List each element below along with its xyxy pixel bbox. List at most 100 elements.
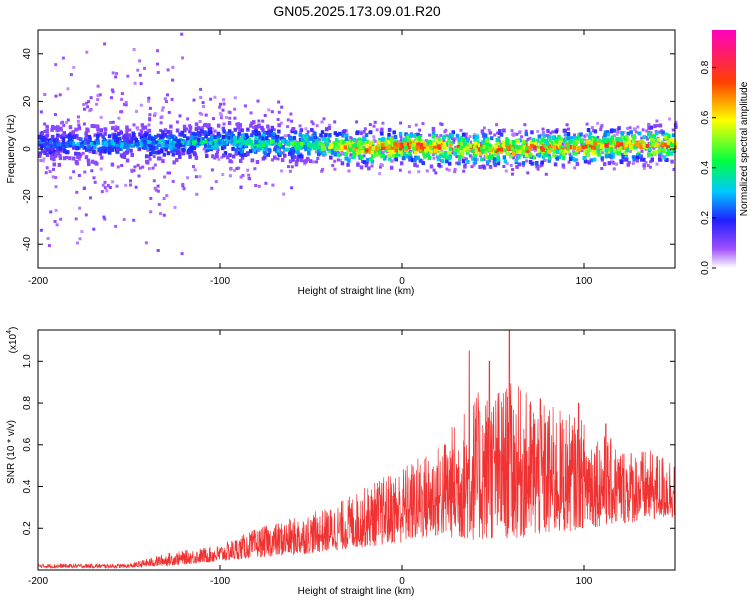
heatmap-cell xyxy=(169,130,173,134)
heatmap-cell xyxy=(466,159,470,164)
heatmap-cell xyxy=(583,148,587,153)
heatmap-cell xyxy=(674,124,678,129)
heatmap-cell xyxy=(453,168,457,171)
snr-multiplier-close: ) xyxy=(8,327,19,330)
heatmap-cell xyxy=(231,154,236,159)
heatmap-cell xyxy=(61,143,65,148)
heatmap-cell xyxy=(381,140,386,145)
heatmap-cell xyxy=(661,130,665,135)
heatmap-cell xyxy=(208,130,213,135)
heatmap-cell xyxy=(278,142,282,147)
heatmap-cell xyxy=(557,134,561,139)
heatmap-cell xyxy=(605,144,609,148)
heatmap-cell xyxy=(465,138,470,143)
heatmap-cell xyxy=(301,134,305,139)
heatmap-cell xyxy=(49,147,54,152)
heatmap-cell xyxy=(612,152,616,156)
heatmap-cell xyxy=(263,114,267,117)
heatmap-cell xyxy=(570,146,574,150)
heatmap-cell xyxy=(541,147,546,152)
heatmap-cell xyxy=(597,147,601,151)
heatmap-cell xyxy=(85,127,89,132)
heatmap-cell xyxy=(63,148,67,153)
heatmap-cell xyxy=(238,128,242,132)
heatmap-cell xyxy=(283,134,287,138)
y-tick-label: 40 xyxy=(22,48,33,60)
heatmap-cell xyxy=(559,145,563,150)
heatmap-cell xyxy=(362,130,366,133)
heatmap-cell xyxy=(562,152,566,157)
heatmap-cell xyxy=(633,145,638,150)
heatmap-cell xyxy=(499,150,503,155)
heatmap-cell xyxy=(475,134,479,139)
heatmap-cell xyxy=(627,139,631,144)
heatmap-cell xyxy=(160,108,164,112)
heatmap-cell xyxy=(85,101,88,105)
heatmap-cell xyxy=(166,151,171,156)
heatmap-cell xyxy=(196,130,201,135)
heatmap-cell xyxy=(75,134,79,139)
heatmap-cell xyxy=(151,140,156,145)
heatmap-cell xyxy=(429,143,433,148)
heatmap-cell xyxy=(159,121,163,125)
heatmap-cell xyxy=(590,126,594,130)
heatmap-cell xyxy=(120,142,124,147)
heatmap-cell xyxy=(261,119,265,123)
snr-frame xyxy=(37,329,676,571)
heatmap-cell xyxy=(496,131,500,135)
heatmap-cell xyxy=(87,145,91,150)
heatmap-cell xyxy=(361,140,365,145)
heatmap-cell xyxy=(587,147,591,152)
heatmap-cell xyxy=(263,155,267,160)
heatmap-cell xyxy=(380,131,384,136)
colorbar-tick-label: 0.2 xyxy=(700,211,711,225)
heatmap-cell xyxy=(125,128,129,132)
heatmap-cell xyxy=(413,150,418,155)
heatmap-cell xyxy=(602,143,606,148)
heatmap-cell xyxy=(65,156,69,159)
heatmap-cell xyxy=(46,237,50,240)
heatmap-cell xyxy=(360,160,364,163)
heatmap-cell xyxy=(473,133,477,137)
heatmap-cell xyxy=(399,135,403,139)
heatmap-cell xyxy=(277,100,281,104)
heatmap-cell xyxy=(274,138,279,143)
heatmap-cell xyxy=(179,143,183,148)
heatmap-cell xyxy=(568,157,573,161)
heatmap-cell xyxy=(383,156,387,161)
heatmap-cell xyxy=(162,197,166,200)
heatmap-cell xyxy=(244,144,249,148)
heatmap-cell xyxy=(473,156,477,161)
heatmap-cell xyxy=(163,140,167,144)
heatmap-cell xyxy=(103,149,107,154)
heatmap-cell xyxy=(233,135,237,140)
heatmap-cell xyxy=(432,141,436,146)
heatmap-cell xyxy=(191,132,195,136)
heatmap-cell xyxy=(619,142,623,147)
heatmap-cell xyxy=(124,100,128,104)
heatmap-cell xyxy=(147,123,151,127)
heatmap-cell xyxy=(401,138,406,143)
heatmap-cell xyxy=(602,138,606,143)
heatmap-cell xyxy=(209,141,213,145)
heatmap-cell xyxy=(72,170,76,174)
heatmap-cell xyxy=(216,136,221,141)
heatmap-cell xyxy=(147,143,152,147)
heatmap-cell xyxy=(260,139,264,144)
heatmap-cell xyxy=(115,138,120,143)
heatmap-cell xyxy=(53,220,57,223)
heatmap-cell xyxy=(192,165,195,169)
heatmap-cell xyxy=(292,155,297,160)
heatmap-cell xyxy=(378,150,382,155)
heatmap-cell xyxy=(81,151,85,155)
heatmap-cell xyxy=(137,147,141,152)
heatmap-cell xyxy=(180,32,184,36)
heatmap-cell xyxy=(596,121,600,125)
heatmap-cell xyxy=(250,148,255,153)
heatmap-cell xyxy=(103,42,107,46)
heatmap-cell xyxy=(182,124,187,129)
heatmap-cell xyxy=(205,145,210,150)
heatmap-cell xyxy=(198,111,202,115)
heatmap-cell xyxy=(69,73,73,77)
heatmap-cell xyxy=(267,108,271,112)
